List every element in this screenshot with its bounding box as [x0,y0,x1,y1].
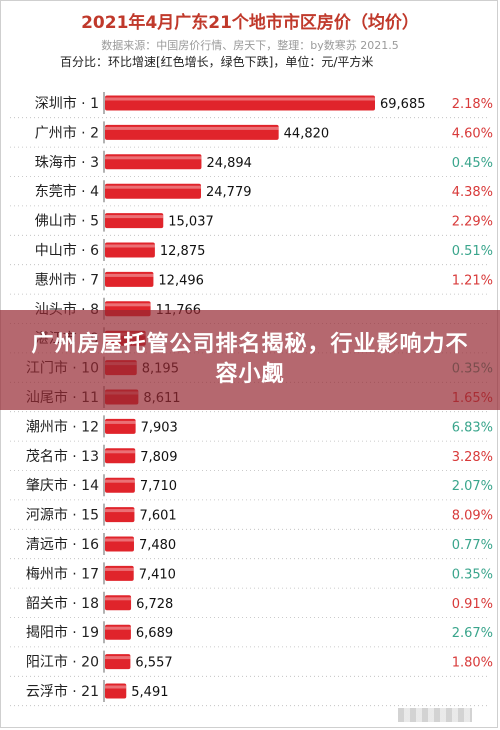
bar [105,124,279,140]
bar-highlight [105,420,136,424]
bar [105,477,135,493]
value-label: 69,685 [380,97,426,112]
value-label: 24,894 [206,156,252,171]
value-label: 44,820 [284,126,330,141]
value-label: 7,601 [139,509,176,524]
category-label: 广州市 · 2 [35,124,99,141]
overlay-banner [0,310,500,410]
bar [105,242,155,258]
value-label: 7,903 [141,420,178,435]
bar-highlight [105,450,136,454]
bar [105,95,375,111]
category-label: 潮州市 · 12 [26,418,99,435]
bar-highlight [105,538,134,542]
bar [105,448,136,464]
bar [105,683,127,699]
bar-highlight [105,626,131,630]
value-label: 6,557 [135,656,172,671]
category-label: 梅州市 · 17 [26,565,99,582]
value-label: 24,779 [206,185,252,200]
value-label: 5,491 [131,685,168,700]
change-label: 0.77% [452,538,493,553]
bar [105,536,134,552]
bar [105,271,154,287]
bar [105,654,131,670]
category-label: 韶关市 · 18 [26,595,99,612]
change-label: 1.80% [452,656,493,671]
bar-highlight [105,597,132,601]
category-label: 佛山市 · 5 [35,213,99,230]
bar [105,154,202,170]
bar [105,507,135,523]
change-label: 2.29% [452,215,493,230]
change-label: 0.45% [452,156,493,171]
change-label: 4.60% [452,126,493,141]
category-label: 深圳市 · 1 [35,95,99,112]
change-label: 3.28% [452,450,493,465]
change-label: 0.51% [452,244,493,259]
bar-highlight [105,479,135,483]
chart-title: 2021年4月广东21个地市市区房价（均价） [81,13,419,33]
category-label: 云浮市 · 21 [26,683,99,700]
value-label: 7,410 [139,567,176,582]
bar-highlight [105,303,151,307]
bar-highlight [105,567,134,571]
value-label: 15,037 [168,215,214,230]
bar [105,565,134,581]
change-label: 2.18% [452,97,493,112]
bar-highlight [105,509,135,513]
value-label: 6,689 [136,626,173,641]
bar [105,624,131,640]
bar [105,418,136,434]
bar-highlight [105,156,202,160]
category-label: 中山市 · 6 [35,242,99,259]
value-label: 12,496 [158,273,204,288]
change-label: 8.09% [452,509,493,524]
category-label: 珠海市 · 3 [35,154,99,171]
value-label: 7,710 [140,479,177,494]
bar-highlight [105,244,155,248]
change-label: 6.83% [452,420,493,435]
bar [105,595,132,611]
change-label: 2.07% [452,479,493,494]
bar-highlight [105,685,127,689]
category-label: 肇庆市 · 14 [26,477,99,494]
legend-note: 百分比：环比增速[红色增长，绿色下跌]，单位：元/平方米 [60,55,374,69]
value-label: 7,480 [139,538,176,553]
bar-highlight [105,126,279,130]
change-label: 2.67% [452,626,493,641]
value-label: 7,809 [140,450,177,465]
category-label: 清远市 · 16 [26,536,99,553]
bar-highlight [105,185,202,189]
bar-highlight [105,656,131,660]
bar [105,213,164,229]
watermark [398,708,472,722]
category-label: 揭阳市 · 19 [26,624,99,641]
category-label: 河源市 · 15 [26,507,99,524]
change-label: 1.21% [452,273,493,288]
value-label: 12,875 [160,244,206,259]
category-label: 惠州市 · 7 [35,271,99,288]
change-label: 4.38% [452,185,493,200]
value-label: 6,728 [136,597,173,612]
bar-highlight [105,97,375,101]
change-label: 0.35% [452,567,493,582]
category-label: 茂名市 · 13 [26,448,99,465]
category-label: 东莞市 · 4 [35,183,99,200]
chart-source: 数据来源：中国房价行情、房天下，整理：by数寒苏 2021.5 [101,39,399,52]
banner-headline: 广州房屋托管公司排名揭秘，行业影响力不容小觑 [31,332,469,387]
bar-highlight [105,215,164,219]
bar [105,183,202,199]
bar-highlight [105,273,154,277]
change-label: 0.91% [452,597,493,612]
category-label: 阳江市 · 20 [26,654,99,671]
